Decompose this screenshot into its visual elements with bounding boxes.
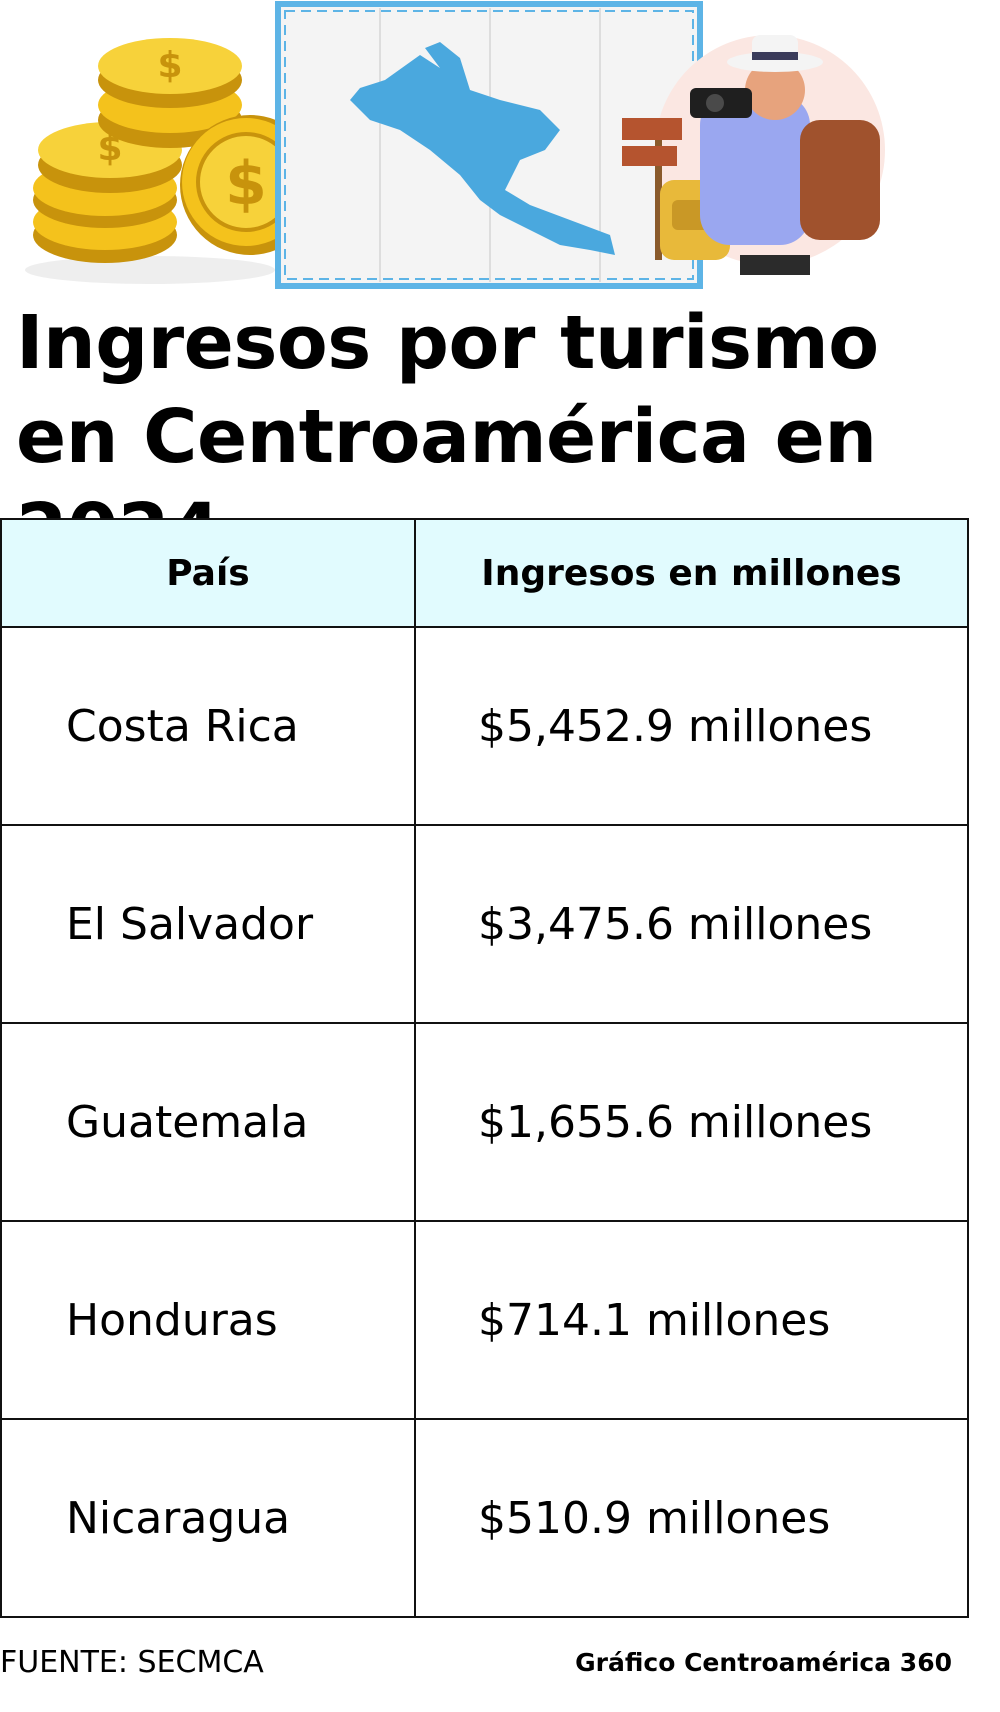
table-row: Nicaragua $510.9 millones (0, 1418, 969, 1618)
country-cell: Guatemala (0, 1022, 416, 1222)
table-row: Costa Rica $5,452.9 millones (0, 626, 969, 826)
income-cell: $5,452.9 millones (414, 626, 969, 826)
svg-text:$: $ (225, 149, 267, 219)
tourist-photographer-icon (622, 35, 885, 275)
income-cell: $1,655.6 millones (414, 1022, 969, 1222)
income-cell: $714.1 millones (414, 1220, 969, 1420)
table-row: Honduras $714.1 millones (0, 1220, 969, 1420)
income-cell: $3,475.6 millones (414, 824, 969, 1024)
country-cell: El Salvador (0, 824, 416, 1024)
table-row: Guatemala $1,655.6 millones (0, 1022, 969, 1222)
source-note: FUENTE: SECMCA (0, 1645, 264, 1680)
table-row: El Salvador $3,475.6 millones (0, 824, 969, 1024)
column-header-country: País (0, 518, 416, 628)
table-header-row: País Ingresos en millones (0, 518, 969, 628)
country-cell: Costa Rica (0, 626, 416, 826)
income-cell: $510.9 millones (414, 1418, 969, 1618)
tourism-income-table: País Ingresos en millones Costa Rica $5,… (0, 518, 969, 1618)
country-cell: Nicaragua (0, 1418, 416, 1618)
header-illustration: $ $ $ (0, 0, 1000, 300)
central-america-map-icon (275, 1, 703, 289)
credit-note: Gráfico Centroamérica 360 (575, 1648, 952, 1677)
svg-text:$: $ (157, 45, 182, 86)
column-header-income: Ingresos en millones (414, 518, 969, 628)
gold-coins-icon: $ $ $ (25, 38, 320, 284)
country-cell: Honduras (0, 1220, 416, 1420)
